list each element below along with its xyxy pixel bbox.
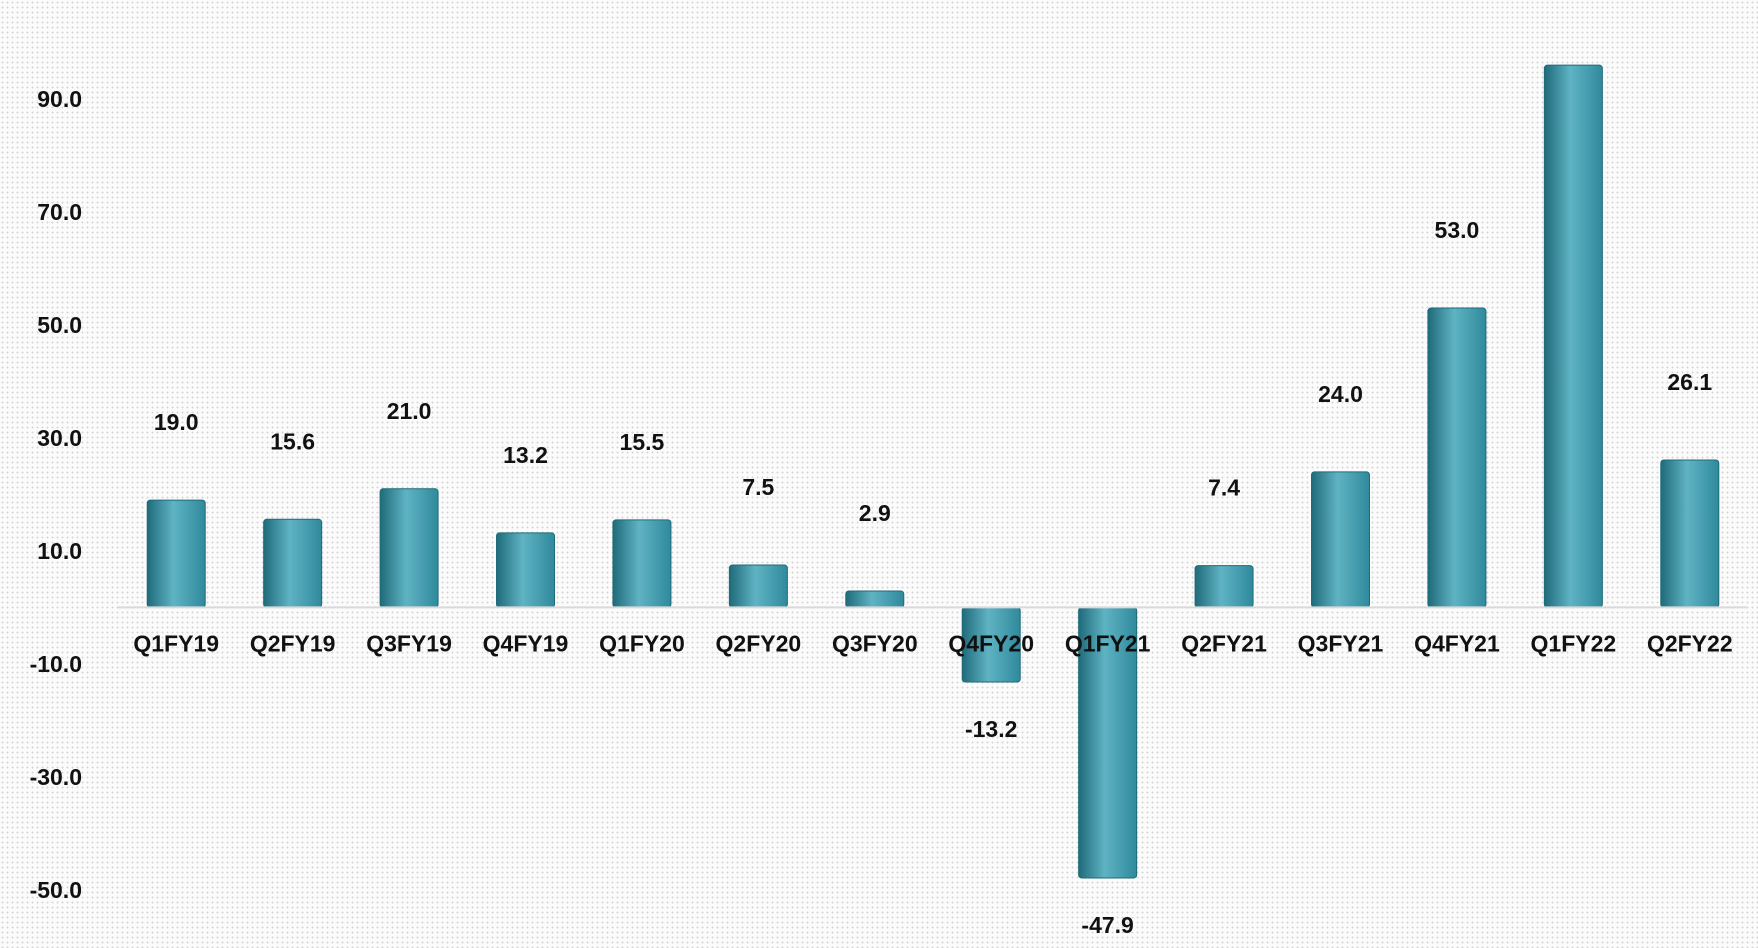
y-tick-label: 10.0	[37, 538, 82, 564]
category-label: Q4FY21	[1414, 630, 1500, 656]
category-label: Q2FY22	[1647, 630, 1733, 656]
y-axis-ticks: -50.0 -30.0 -10.0 10.0 30.0 50.0 70.0 90.0	[30, 86, 82, 903]
data-label: 2.9	[859, 500, 891, 526]
data-label: 19.0	[154, 409, 199, 435]
data-label: 53.0	[1435, 217, 1480, 243]
bar	[1544, 65, 1602, 607]
data-label: 7.4	[1208, 475, 1240, 501]
category-label: Q4FY20	[948, 630, 1034, 656]
category-label: Q1FY21	[1065, 630, 1151, 656]
data-label: 15.5	[620, 429, 665, 455]
category-label: Q1FY22	[1531, 630, 1617, 656]
category-label: Q3FY20	[832, 630, 918, 656]
y-tick-label: 70.0	[37, 199, 82, 225]
bars	[147, 65, 1719, 878]
data-label: 15.6	[270, 428, 315, 454]
data-label: 7.5	[742, 474, 774, 500]
bar	[264, 519, 322, 607]
category-label: Q2FY20	[716, 630, 802, 656]
category-label: Q2FY19	[250, 630, 336, 656]
category-label: Q4FY19	[483, 630, 569, 656]
bar	[380, 489, 438, 608]
bar	[613, 520, 671, 608]
y-tick-label: 30.0	[37, 425, 82, 451]
y-tick-label: 50.0	[37, 312, 82, 338]
bar	[1195, 566, 1253, 608]
x-axis-labels: Q1FY19 Q2FY19 Q3FY19 Q4FY19 Q1FY20 Q2FY20 Q3FY…	[133, 630, 1732, 656]
bar	[147, 500, 205, 607]
y-tick-label: -10.0	[30, 651, 82, 677]
data-label: 21.0	[387, 398, 432, 424]
data-label: -13.2	[965, 716, 1017, 742]
data-label: 24.0	[1318, 381, 1363, 407]
category-label: Q1FY20	[599, 630, 685, 656]
bar	[1428, 308, 1486, 607]
category-label: Q2FY21	[1181, 630, 1267, 656]
category-label: Q3FY21	[1298, 630, 1384, 656]
y-tick-label: -50.0	[30, 877, 82, 903]
data-label: 13.2	[503, 442, 548, 468]
bar	[497, 533, 555, 608]
bar	[729, 565, 787, 607]
data-label: 26.1	[1667, 369, 1712, 395]
data-label: -47.9	[1081, 912, 1133, 938]
y-tick-label: -30.0	[30, 764, 82, 790]
category-label: Q3FY19	[366, 630, 452, 656]
bar	[1312, 472, 1370, 608]
bar	[1661, 460, 1719, 607]
bar	[846, 591, 904, 607]
category-label: Q1FY19	[133, 630, 219, 656]
y-tick-label: 90.0	[37, 86, 82, 112]
